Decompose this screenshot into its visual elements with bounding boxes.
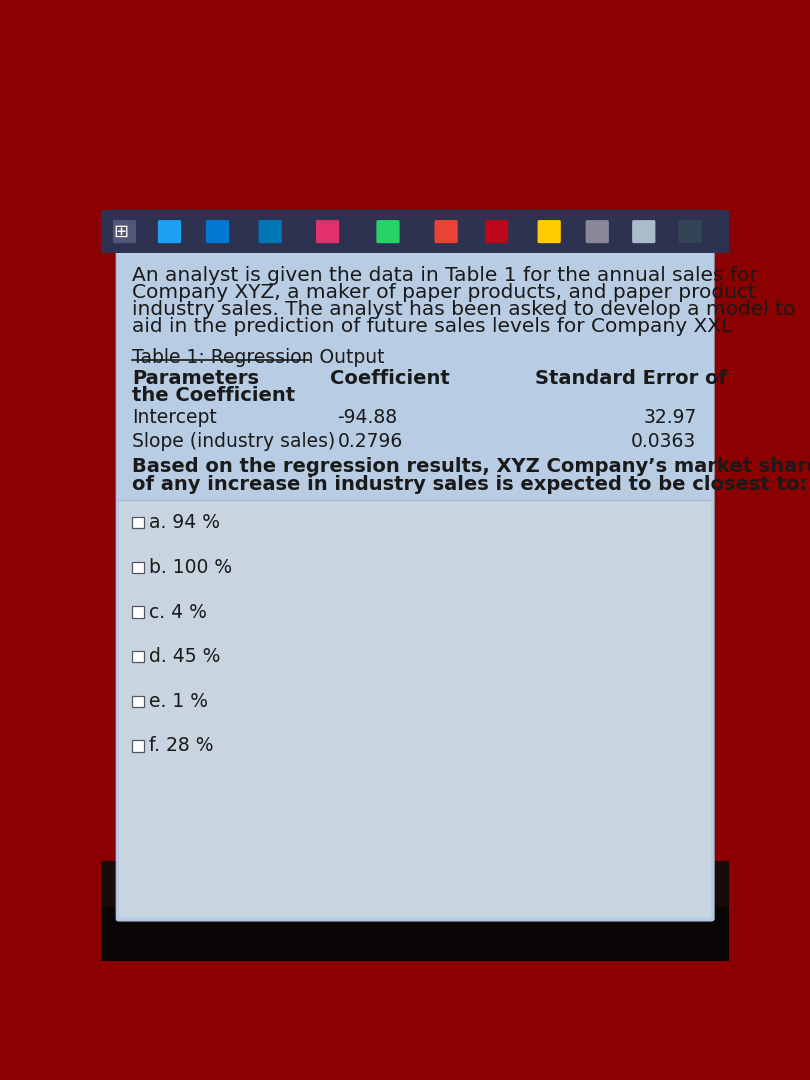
Text: Coefficient: Coefficient (330, 369, 450, 388)
Text: c. 4 %: c. 4 % (148, 603, 207, 621)
Text: a. 94 %: a. 94 % (148, 513, 220, 532)
Text: of any increase in industry sales is expected to be closest to:: of any increase in industry sales is exp… (132, 475, 808, 495)
FancyBboxPatch shape (632, 220, 655, 243)
Bar (101, 861, 729, 961)
Text: -94.88: -94.88 (338, 407, 398, 427)
FancyBboxPatch shape (434, 220, 458, 243)
Text: d. 45 %: d. 45 % (148, 647, 220, 666)
Bar (132, 517, 144, 528)
FancyBboxPatch shape (586, 220, 609, 243)
Bar (119, 500, 711, 917)
Text: f. 28 %: f. 28 % (148, 737, 213, 756)
Text: the Coefficient: the Coefficient (132, 386, 296, 405)
FancyBboxPatch shape (206, 220, 229, 243)
Text: An analyst is given the data in Table 1 for the annual sales for: An analyst is given the data in Table 1 … (132, 266, 758, 285)
Bar (101, 211, 729, 253)
Text: Standard Error of: Standard Error of (535, 369, 727, 388)
FancyBboxPatch shape (116, 246, 714, 921)
FancyBboxPatch shape (679, 220, 702, 243)
Text: b. 100 %: b. 100 % (148, 558, 232, 577)
Bar (101, 907, 729, 961)
FancyBboxPatch shape (538, 220, 561, 243)
Bar (132, 562, 144, 573)
Bar (132, 651, 144, 662)
FancyBboxPatch shape (158, 220, 181, 243)
Text: Slope (industry sales): Slope (industry sales) (132, 432, 335, 451)
Text: 0.2796: 0.2796 (338, 432, 403, 451)
Bar (132, 740, 144, 752)
Bar (132, 606, 144, 618)
Text: Table 1: Regression Output: Table 1: Regression Output (132, 348, 385, 366)
Text: e. 1 %: e. 1 % (148, 692, 207, 711)
Text: Based on the regression results, XYZ Company’s market share: Based on the regression results, XYZ Com… (132, 457, 810, 476)
Bar (132, 696, 144, 707)
FancyBboxPatch shape (258, 220, 282, 243)
Text: Parameters: Parameters (132, 369, 259, 388)
Text: 32.97: 32.97 (643, 407, 697, 427)
Text: Company XYZ, a maker of paper products, and paper product: Company XYZ, a maker of paper products, … (132, 283, 756, 301)
FancyBboxPatch shape (485, 220, 508, 243)
Text: aid in the prediction of future sales levels for Company XXL: aid in the prediction of future sales le… (132, 316, 732, 336)
FancyBboxPatch shape (377, 220, 399, 243)
FancyBboxPatch shape (316, 220, 339, 243)
Text: 0.0363: 0.0363 (631, 432, 697, 451)
Text: industry sales. The analyst has been asked to develop a model to: industry sales. The analyst has been ask… (132, 300, 795, 319)
FancyBboxPatch shape (113, 220, 136, 243)
Text: ⊞: ⊞ (113, 222, 129, 241)
Text: Intercept: Intercept (132, 407, 217, 427)
